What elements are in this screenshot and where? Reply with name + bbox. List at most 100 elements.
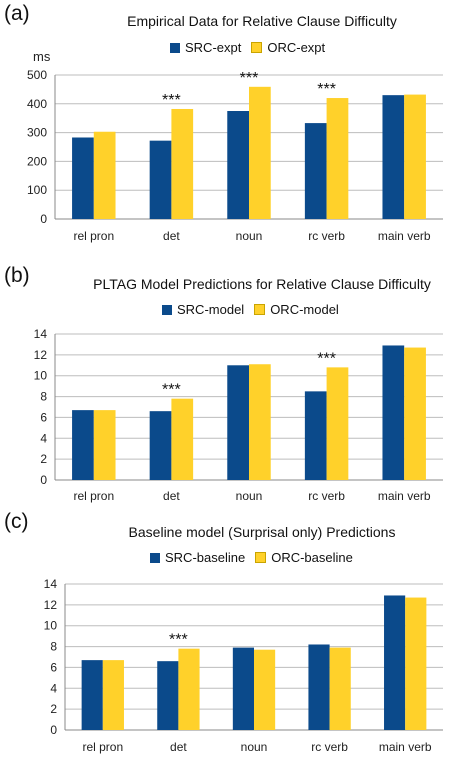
bar-src-expt: [304, 123, 327, 219]
y-tick-label-c: 6: [50, 660, 57, 674]
x-tick-label-b: main verb: [378, 489, 431, 503]
y-tick-label-b: 8: [40, 390, 47, 404]
bar-src-model: [304, 391, 327, 480]
x-tick-label-a: rc verb: [308, 229, 345, 243]
bar-src-expt: [72, 137, 94, 219]
bar-src-expt: [382, 95, 405, 219]
y-tick-label-c: 10: [44, 619, 58, 633]
bar-src-baseline: [157, 661, 179, 730]
y-tick-label-c: 14: [44, 577, 58, 591]
y-tick-label-b: 6: [40, 410, 47, 424]
bar-src-baseline: [384, 595, 406, 730]
chart-panel-b: (b) PLTAG Model Predictions for Relative…: [0, 262, 474, 506]
y-tick-label-c: 12: [44, 598, 58, 612]
legend-item-src-c: SRC-baseline: [150, 550, 245, 565]
legend-c: SRC-baseline ORC-baseline: [150, 550, 363, 565]
y-tick-label-b: 4: [40, 431, 47, 445]
legend-label-orc-b: ORC-model: [270, 302, 339, 317]
y-tick-label-a: 500: [27, 68, 47, 82]
bar-src-model: [149, 411, 172, 480]
y-tick-label-c: 4: [50, 681, 57, 695]
x-tick-label-a: main verb: [378, 229, 431, 243]
x-tick-label-c: noun: [241, 740, 268, 754]
x-tick-label-a: rel pron: [73, 229, 114, 243]
x-tick-label-c: rel pron: [82, 740, 123, 754]
bar-src-baseline: [81, 660, 103, 730]
bar-orc-expt: [249, 86, 271, 219]
bar-src-baseline: [308, 644, 330, 730]
bar-orc-baseline: [102, 660, 124, 730]
bar-orc-baseline: [178, 648, 200, 730]
y-tick-label-b: 14: [34, 327, 48, 341]
legend-swatch-src-b: [162, 304, 172, 315]
legend-item-orc-c: ORC-baseline: [255, 550, 353, 565]
bar-src-expt: [227, 111, 249, 219]
bar-orc-model: [249, 364, 271, 480]
legend-label-orc-c: ORC-baseline: [271, 550, 353, 565]
y-tick-label-c: 0: [50, 723, 57, 737]
legend-item-src-a: SRC-expt: [170, 40, 241, 55]
bar-orc-baseline: [329, 647, 351, 730]
legend-label-orc-a: ORC-expt: [267, 40, 326, 55]
bar-orc-expt: [326, 98, 349, 219]
legend-label-src-a: SRC-expt: [185, 40, 242, 55]
bar-orc-model: [404, 347, 426, 480]
x-tick-label-b: det: [163, 489, 180, 503]
significance-marker-b: ***: [317, 350, 336, 367]
bar-src-expt: [149, 140, 172, 219]
bar-orc-expt: [171, 108, 194, 219]
legend-swatch-src-a: [170, 42, 180, 53]
bar-orc-model: [171, 398, 194, 480]
bar-orc-expt: [404, 94, 426, 219]
y-tick-label-b: 2: [40, 452, 47, 466]
legend-item-orc-a: ORC-expt: [251, 40, 325, 55]
unit-label-a: ms: [33, 49, 51, 64]
bar-src-model: [72, 410, 94, 480]
y-tick-label-c: 2: [50, 702, 57, 716]
bar-src-model: [382, 345, 405, 480]
chart-title-a: Empirical Data for Relative Clause Diffi…: [127, 13, 397, 29]
panel-label-b: (b): [4, 264, 30, 287]
chart-panel-a: (a) Empirical Data for Relative Clause D…: [0, 0, 474, 252]
legend-a: SRC-expt ORC-expt: [170, 40, 335, 55]
legend-label-src-c: SRC-baseline: [165, 550, 246, 565]
legend-label-src-b: SRC-model: [177, 302, 245, 317]
bar-orc-expt: [93, 131, 116, 219]
y-tick-label-a: 300: [27, 126, 47, 140]
legend-item-orc-b: ORC-model: [254, 302, 339, 317]
y-tick-label-b: 12: [34, 348, 48, 362]
significance-marker-a: ***: [162, 92, 181, 109]
y-tick-label-a: 0: [40, 212, 47, 226]
significance-marker-c: ***: [169, 632, 188, 649]
significance-marker-a: ***: [240, 70, 259, 87]
chart-title-c: Baseline model (Surprisal only) Predicti…: [128, 524, 396, 540]
x-tick-label-b: rc verb: [308, 489, 345, 503]
bar-orc-baseline: [254, 649, 276, 730]
chart-svg-a: 0 100 200 300 400 500 ms rel pron det *** noun *** r…: [27, 49, 443, 243]
legend-swatch-src-c: [150, 552, 160, 563]
x-tick-label-c: det: [170, 740, 187, 754]
x-tick-label-c: main verb: [379, 740, 432, 754]
x-tick-label-a: noun: [236, 229, 263, 243]
y-tick-label-a: 400: [27, 97, 47, 111]
y-tick-label-b: 0: [40, 473, 47, 487]
legend-swatch-orc-b: [254, 304, 266, 315]
x-tick-label-c: rc verb: [311, 740, 348, 754]
x-tick-label-b: rel pron: [73, 489, 114, 503]
y-tick-label-a: 100: [27, 183, 47, 197]
chart-panel-c: (c) Baseline model (Surprisal only) Pred…: [0, 508, 474, 757]
x-tick-label-a: det: [163, 229, 180, 243]
panel-label-a: (a): [4, 2, 30, 25]
legend-item-src-b: SRC-model: [162, 302, 244, 317]
x-tick-label-b: noun: [236, 489, 263, 503]
chart-svg-b: 0 2 4 6 8 10 12 14 rel pron det *** noun rc verb *** m…: [34, 327, 443, 503]
bar-orc-baseline: [405, 597, 427, 730]
legend-b: SRC-model ORC-model: [162, 302, 349, 317]
legend-swatch-orc-c: [255, 552, 267, 563]
panel-label-c: (c): [4, 510, 29, 533]
y-tick-label-b: 10: [34, 369, 48, 383]
chart-svg-c: 0 2 4 6 8 10 12 14 rel pron det *** noun rc verb main…: [44, 577, 443, 754]
significance-marker-b: ***: [162, 382, 181, 399]
bar-orc-model: [326, 367, 349, 480]
bar-src-model: [227, 365, 249, 480]
